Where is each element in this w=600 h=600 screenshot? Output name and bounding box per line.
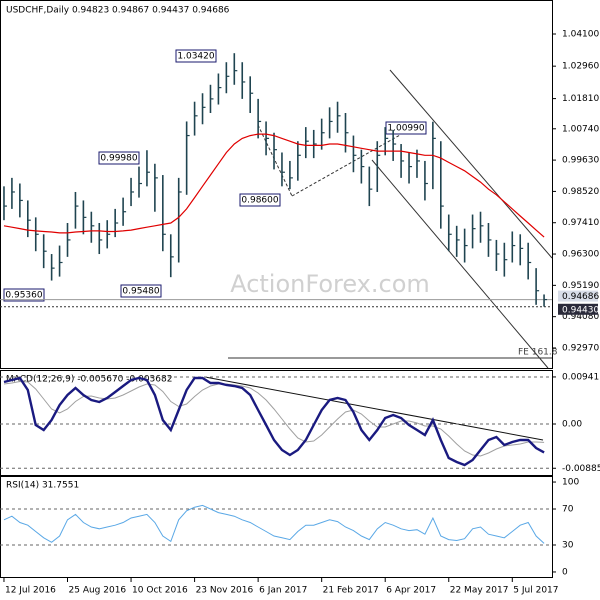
y-tick-label: 1.00740 bbox=[562, 124, 599, 134]
watermark: ActionForex.com bbox=[230, 270, 430, 298]
x-tick-label: 6 Apr 2017 bbox=[386, 586, 436, 596]
series-line bbox=[3, 380, 545, 457]
y-tick-label: 1.01810 bbox=[562, 94, 599, 104]
y-tick-label: 70 bbox=[562, 505, 574, 515]
y-tick-label: 1.02960 bbox=[562, 62, 599, 72]
annotation: FE 161.8 bbox=[518, 348, 558, 358]
y-tick-label: 0.97410 bbox=[562, 218, 599, 228]
projection-line bbox=[291, 134, 401, 197]
rsi-frame bbox=[0, 476, 553, 578]
y-tick-label: 1.04100 bbox=[562, 30, 599, 40]
annotations: 1.03420 0.99980 0.98600 0.95360 0.95480 … bbox=[3, 49, 558, 358]
x-tick-label: 6 Jan 2017 bbox=[259, 586, 307, 596]
y-tick-label: 0.99630 bbox=[562, 156, 599, 166]
y-tick-label: 0.98520 bbox=[562, 187, 599, 197]
y-tick-label: 0.94080 bbox=[562, 312, 599, 322]
rsi-title: RSI(14) 31.7551 bbox=[6, 481, 79, 491]
y-tick-label: 100 bbox=[562, 478, 579, 488]
annotation-box bbox=[175, 49, 217, 63]
annotation: 0.95480 bbox=[122, 287, 159, 297]
projection-line bbox=[257, 124, 293, 197]
main-frame bbox=[0, 0, 553, 369]
x-tick-label: 23 Nov 2016 bbox=[196, 586, 254, 596]
macd-trend-line bbox=[204, 376, 544, 441]
annotation: 0.95360 bbox=[5, 291, 42, 301]
annotation: 1.00990 bbox=[387, 124, 424, 134]
y-tick-label: 0.92970 bbox=[562, 343, 599, 353]
channel-line bbox=[371, 159, 549, 369]
channel-line bbox=[389, 69, 553, 259]
series-line bbox=[3, 376, 545, 467]
y-tick-label: 0 bbox=[562, 567, 568, 577]
y-tick-label: 0.009411 bbox=[562, 372, 600, 382]
x-tick-label: 25 Aug 2016 bbox=[69, 586, 127, 596]
y-tick-label: 30 bbox=[562, 540, 574, 550]
chart-title: USDCHF,Daily 0.94823 0.94867 0.94437 0.9… bbox=[6, 6, 230, 16]
price-box bbox=[558, 290, 598, 302]
x-tick-label: 12 Jul 2016 bbox=[5, 586, 56, 596]
x-tick-label: 5 Jul 2017 bbox=[513, 586, 558, 596]
y-tick-label: -0.008852 bbox=[562, 464, 600, 474]
x-tick-label: 22 May 2017 bbox=[450, 586, 509, 596]
y-tick-label: 0.96300 bbox=[562, 250, 599, 260]
annotation-box bbox=[120, 284, 162, 298]
annotation: 0.99980 bbox=[100, 154, 137, 164]
price-label: 0.94686 bbox=[562, 292, 599, 302]
macd-frame bbox=[0, 370, 553, 476]
annotation-box bbox=[98, 151, 140, 165]
annotation-box bbox=[3, 288, 45, 302]
annotation-box bbox=[239, 193, 281, 207]
x-tick-label: 10 Oct 2016 bbox=[132, 586, 188, 596]
price-label: 0.94430 bbox=[562, 305, 599, 315]
x-tick-label: 21 Feb 2017 bbox=[323, 586, 379, 596]
series-line bbox=[3, 504, 545, 544]
series-line bbox=[3, 133, 545, 238]
macd-title: MACD(12,26,9) -0.005670 -0.003682 bbox=[6, 375, 172, 385]
y-tick-label: 0.95190 bbox=[562, 281, 599, 291]
y-tick-label: 0.00 bbox=[562, 420, 582, 430]
price-box bbox=[558, 303, 598, 315]
annotation: 1.03420 bbox=[177, 52, 214, 62]
annotation: 0.98600 bbox=[241, 196, 278, 206]
